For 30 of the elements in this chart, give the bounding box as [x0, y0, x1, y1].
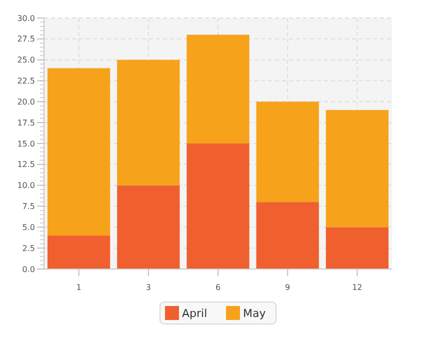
bar — [117, 60, 180, 186]
bar — [117, 185, 180, 269]
y-tick-label: 17.5 — [17, 118, 35, 128]
y-tick-label: 15.0 — [17, 139, 35, 148]
x-tick-label: 3 — [146, 283, 151, 292]
y-tick-label: 30.0 — [17, 14, 35, 23]
bar — [47, 236, 110, 269]
y-tick-label: 10.0 — [17, 181, 35, 190]
y-tick-label: 7.5 — [22, 202, 35, 212]
x-tick-label: 9 — [285, 283, 290, 292]
bar — [326, 110, 389, 228]
legend-label: May — [243, 306, 266, 320]
bar — [256, 102, 319, 202]
y-tick-label: 22.5 — [17, 76, 35, 86]
legend-label: April — [182, 306, 208, 320]
bar — [256, 202, 319, 269]
y-tick-label: 0.0 — [22, 264, 35, 274]
y-tick-label: 12.5 — [17, 160, 35, 170]
x-tick-label: 6 — [215, 283, 221, 292]
bar — [47, 68, 110, 236]
bar — [186, 34, 250, 144]
x-tick-label: 12 — [352, 283, 362, 292]
x-tick-label: 1 — [76, 283, 82, 292]
bar — [326, 227, 389, 269]
bar — [186, 144, 250, 269]
y-tick-label: 2.5 — [22, 244, 35, 253]
y-tick-label: 25.0 — [17, 56, 35, 65]
y-tick-label: 5.0 — [22, 222, 35, 232]
y-tick-label: 20.0 — [17, 97, 35, 106]
y-tick-label: 27.5 — [17, 34, 35, 44]
